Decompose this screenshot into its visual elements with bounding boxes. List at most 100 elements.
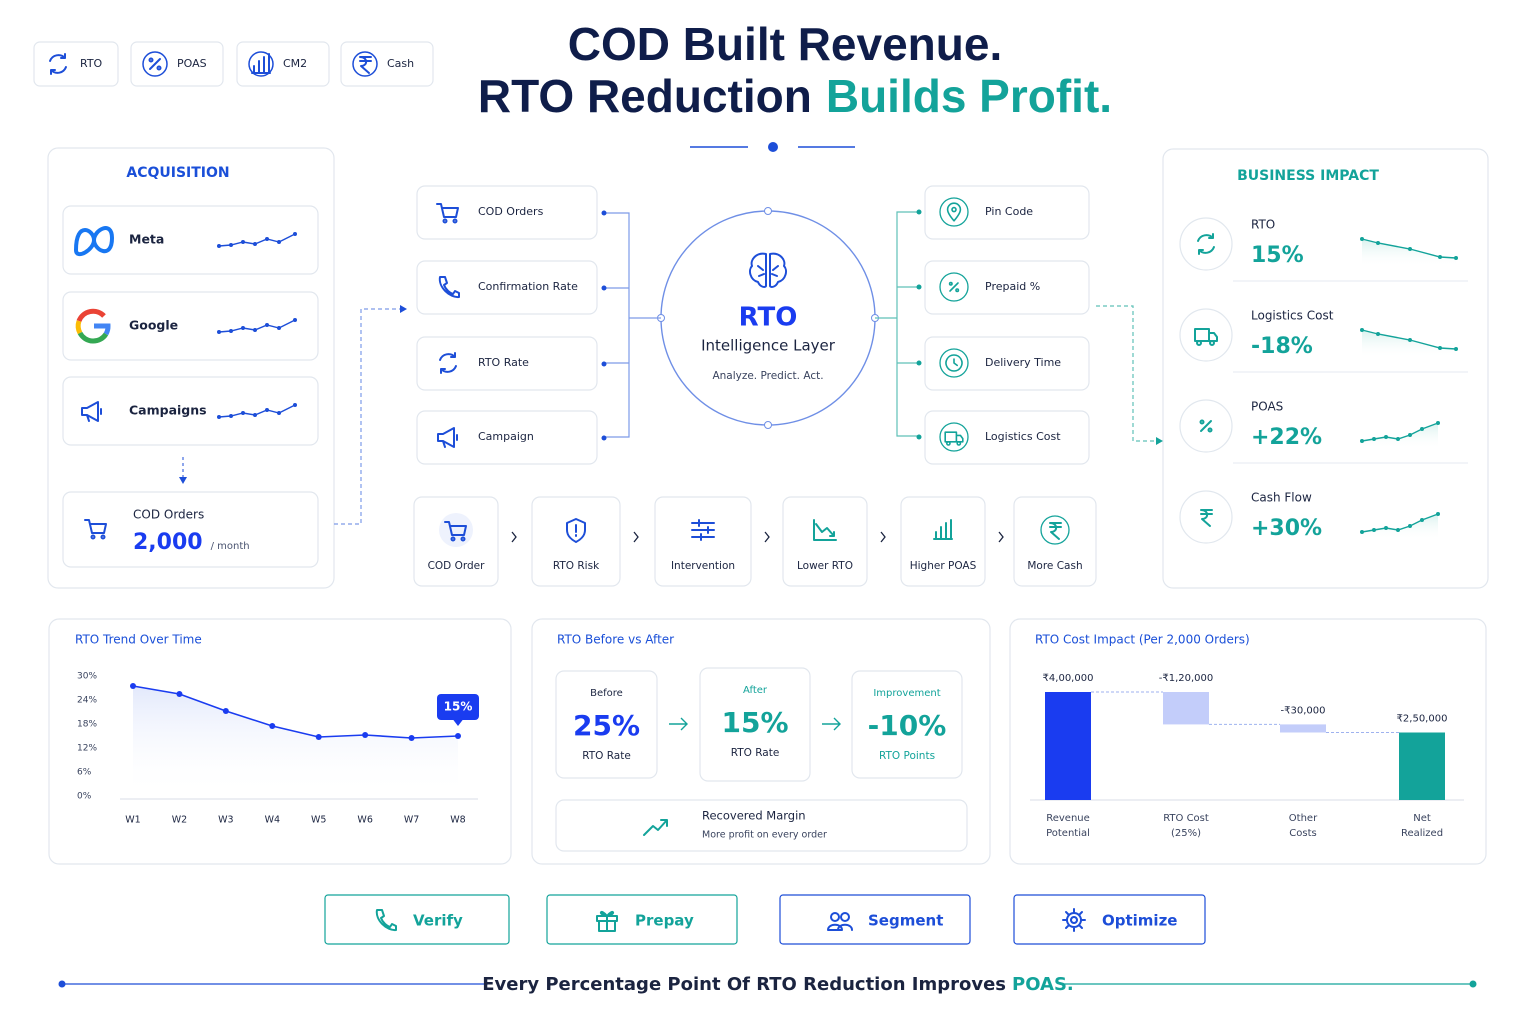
icon-ring xyxy=(939,272,969,302)
trend-line xyxy=(132,685,459,739)
tab xyxy=(340,41,434,87)
action-button[interactable]: Segment xyxy=(779,894,971,945)
flow-label: Intervention xyxy=(671,560,735,572)
metric-label: Logistics Cost xyxy=(1251,309,1334,323)
trend-area xyxy=(133,686,458,796)
panel-title: RTO Cost Impact (Per 2,000 Orders) xyxy=(1035,633,1250,647)
button-frame[interactable] xyxy=(546,894,738,945)
input-label: Confirmation Rate xyxy=(478,280,578,293)
connector-dot xyxy=(601,435,607,441)
channel-name: Meta xyxy=(129,232,164,247)
chevron xyxy=(764,531,770,543)
icon xyxy=(49,53,67,75)
icon xyxy=(251,53,271,74)
flow-step xyxy=(900,496,986,587)
flow-step xyxy=(1013,496,1097,587)
intelligence-title: RTO xyxy=(739,303,798,333)
meta-logo xyxy=(73,226,115,257)
waterfall-bar xyxy=(1280,724,1326,733)
recovered-card xyxy=(555,799,968,852)
icon-ring xyxy=(1179,217,1233,271)
button-frame[interactable] xyxy=(779,894,971,945)
callout-tip xyxy=(453,719,463,726)
sparkline-dot xyxy=(1408,247,1412,251)
button-label: Segment xyxy=(868,912,943,930)
title-accent: Builds Profit. xyxy=(826,70,1112,122)
connector-dot xyxy=(916,284,922,290)
sparkline-dot xyxy=(217,244,221,248)
action-button[interactable]: Verify xyxy=(324,894,510,945)
sparkline-dot xyxy=(1372,528,1376,532)
arrow xyxy=(669,717,688,731)
button-label: Optimize xyxy=(1102,912,1177,930)
channel-card xyxy=(62,205,319,275)
arrowhead xyxy=(400,305,407,313)
sparkline-area xyxy=(1362,423,1438,449)
x-tick-label: Other xyxy=(1289,813,1318,824)
sparkline-area xyxy=(1362,330,1456,358)
flow-label: Lower RTO xyxy=(797,560,853,572)
icon xyxy=(375,909,397,932)
compare-card xyxy=(851,670,963,779)
x-tick-label: W4 xyxy=(265,815,280,826)
chevron xyxy=(633,531,639,543)
tab-label: RTO xyxy=(80,57,103,70)
button-frame[interactable] xyxy=(1013,894,1206,945)
icon xyxy=(1049,522,1062,540)
icon xyxy=(438,276,460,299)
data-label: -₹1,20,000 xyxy=(1159,673,1214,684)
sparkline-dot xyxy=(1454,347,1458,351)
icon xyxy=(439,352,457,374)
waterfall-bar xyxy=(1399,732,1445,800)
action-button[interactable]: Prepay xyxy=(546,894,738,945)
icon-ring xyxy=(939,197,969,227)
y-tick-label: 18% xyxy=(77,720,97,730)
chevron xyxy=(880,531,886,543)
tab-label: POAS xyxy=(177,57,207,70)
sparkline-dot xyxy=(1360,328,1364,332)
y-tick-label: 24% xyxy=(77,696,97,706)
input-card xyxy=(416,185,598,240)
node xyxy=(764,421,772,429)
sparkline-dot xyxy=(1396,437,1400,441)
x-tick-label: W7 xyxy=(404,815,419,826)
metric-value: -18% xyxy=(1251,334,1313,359)
recovered-title: Recovered Margin xyxy=(702,809,806,823)
sparkline-area xyxy=(1362,514,1438,540)
flow-label: RTO Risk xyxy=(553,560,600,572)
channel-card xyxy=(62,291,319,361)
chevron xyxy=(998,531,1004,543)
y-tick-label: 6% xyxy=(77,768,92,778)
icon xyxy=(437,427,458,448)
icon xyxy=(945,354,963,372)
flow-step xyxy=(654,496,752,587)
flow-step xyxy=(782,496,868,587)
flow-label: COD Order xyxy=(428,560,486,572)
trend-point xyxy=(408,735,415,741)
cod-value: 2,000 xyxy=(133,530,203,555)
button-frame[interactable] xyxy=(324,894,510,945)
icon xyxy=(643,819,668,836)
sparkline-dot xyxy=(1360,530,1364,534)
input-label: COD Orders xyxy=(478,205,544,218)
signal-card xyxy=(924,185,1090,240)
icon xyxy=(436,203,459,224)
icon xyxy=(944,431,964,446)
sparkline-dot xyxy=(277,240,281,244)
metric-value: 15% xyxy=(1251,243,1304,268)
trend-point xyxy=(222,708,229,714)
arrowhead xyxy=(1156,437,1163,445)
footer-dot xyxy=(58,980,66,988)
button-label: Prepay xyxy=(635,912,694,930)
icon xyxy=(691,519,715,541)
action-button[interactable]: Optimize xyxy=(1013,894,1206,945)
compare-value: 25% xyxy=(573,709,640,742)
brain-icon xyxy=(749,252,787,288)
trend-point xyxy=(269,723,276,729)
footer: Every Percentage Point Of RTO Reduction … xyxy=(482,974,1074,995)
signal-label: Prepaid % xyxy=(985,280,1040,293)
chevron xyxy=(511,531,517,543)
sparkline-dot xyxy=(1376,332,1380,336)
sparkline-dot xyxy=(265,237,269,241)
